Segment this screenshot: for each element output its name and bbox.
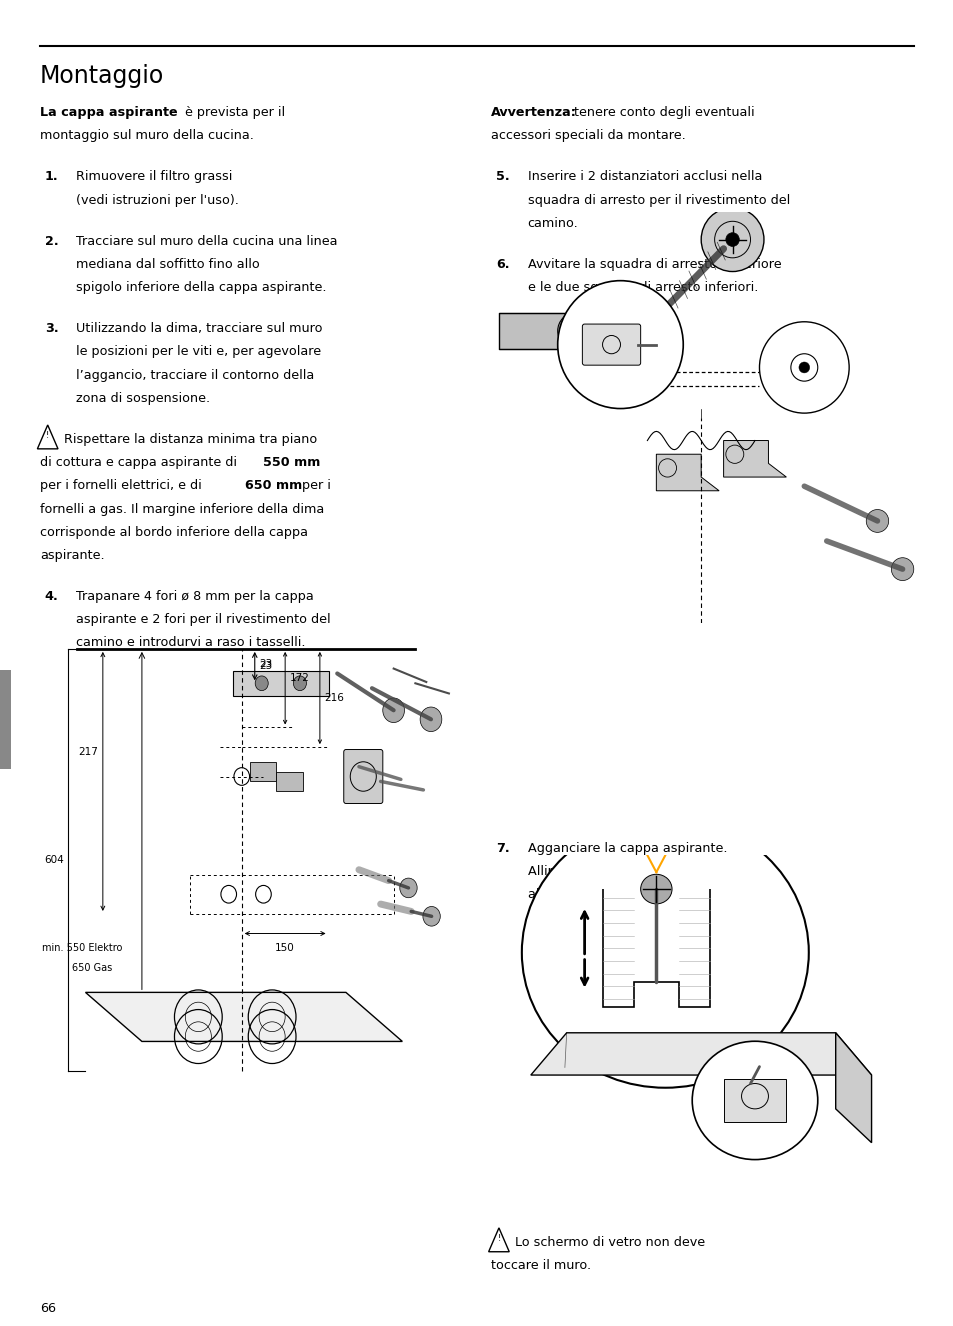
Text: camino.: camino. [527, 216, 578, 229]
Text: 172: 172 [289, 674, 309, 683]
Text: aspirante.: aspirante. [40, 549, 105, 562]
Text: 650 Gas: 650 Gas [72, 963, 112, 973]
Bar [0, 670, 11, 769]
Circle shape [640, 874, 671, 904]
Text: per i: per i [297, 479, 330, 492]
Circle shape [382, 697, 404, 723]
Polygon shape [86, 992, 402, 1041]
Text: l’aggancio, tracciare il contorno della: l’aggancio, tracciare il contorno della [76, 369, 314, 382]
Text: Lo schermo di vetro non deve: Lo schermo di vetro non deve [515, 1236, 704, 1249]
Text: camino e introdurvi a raso i tasselli.: camino e introdurvi a raso i tasselli. [76, 636, 306, 650]
Text: Utilizzando la dima, tracciare sul muro: Utilizzando la dima, tracciare sul muro [76, 322, 322, 335]
Circle shape [558, 281, 682, 408]
Circle shape [725, 232, 739, 247]
Text: (vedi istruzioni per l'uso).: (vedi istruzioni per l'uso). [76, 194, 239, 207]
Text: La cappa aspirante: La cappa aspirante [40, 106, 177, 119]
Circle shape [798, 362, 809, 373]
Text: squadra di arresto per il rivestimento del: squadra di arresto per il rivestimento d… [527, 194, 789, 207]
Text: Agganciare la cappa aspirante.: Agganciare la cappa aspirante. [527, 842, 726, 855]
Polygon shape [530, 1033, 871, 1075]
Text: Avvertenza:: Avvertenza: [491, 106, 577, 119]
Circle shape [759, 322, 848, 414]
Text: corrisponde al bordo inferiore della cappa: corrisponde al bordo inferiore della cap… [40, 525, 308, 538]
Polygon shape [656, 455, 719, 491]
Text: 2.: 2. [45, 235, 58, 248]
Text: mediana dal soffitto fino allo: mediana dal soffitto fino allo [76, 257, 260, 271]
Bar [250, 761, 276, 781]
Text: per i fornelli elettrici, e di: per i fornelli elettrici, e di [40, 479, 206, 492]
Circle shape [399, 878, 416, 898]
Text: e le due squadre di arresto inferiori.: e le due squadre di arresto inferiori. [527, 281, 757, 294]
Circle shape [692, 1041, 817, 1159]
Circle shape [890, 558, 913, 581]
Text: 650 mm: 650 mm [245, 479, 302, 492]
Text: 604: 604 [44, 855, 64, 865]
Text: 3.: 3. [45, 322, 58, 335]
Text: 23: 23 [259, 659, 272, 668]
Text: 5.: 5. [496, 170, 509, 183]
Text: Rimuovere il filtro grassi: Rimuovere il filtro grassi [76, 170, 233, 183]
Bar [233, 671, 328, 696]
Circle shape [865, 509, 888, 532]
Circle shape [422, 907, 440, 926]
Text: 1.: 1. [45, 170, 58, 183]
Text: 216: 216 [324, 693, 344, 703]
Circle shape [255, 676, 268, 691]
Text: 217: 217 [78, 747, 98, 757]
Text: di cottura e cappa aspirante di: di cottura e cappa aspirante di [40, 456, 241, 469]
Text: !: ! [46, 431, 50, 440]
Text: Trapanare 4 fori ø 8 mm per la cappa: Trapanare 4 fori ø 8 mm per la cappa [76, 590, 314, 603]
Text: le posizioni per le viti e, per agevolare: le posizioni per le viti e, per agevolar… [76, 345, 321, 358]
Circle shape [419, 707, 441, 732]
Text: Allinearla con le viti di regolazione in: Allinearla con le viti di regolazione in [527, 866, 763, 878]
Text: tenere conto degli eventuali: tenere conto degli eventuali [569, 106, 754, 119]
Text: accessori speciali da montare.: accessori speciali da montare. [491, 129, 685, 142]
FancyBboxPatch shape [343, 749, 382, 804]
Text: 150: 150 [275, 943, 294, 953]
Text: Inserire i 2 distanziatori acclusi nella: Inserire i 2 distanziatori acclusi nella [527, 170, 761, 183]
Text: min. 550 Elektro: min. 550 Elektro [42, 943, 122, 953]
Polygon shape [722, 440, 785, 477]
Bar [276, 772, 302, 792]
Text: !: ! [497, 1233, 500, 1242]
Text: spigolo inferiore della cappa aspirante.: spigolo inferiore della cappa aspirante. [76, 281, 327, 294]
Text: montaggio sul muro della cucina.: montaggio sul muro della cucina. [40, 129, 253, 142]
FancyBboxPatch shape [581, 324, 640, 365]
Text: 23: 23 [259, 662, 272, 671]
Bar [722, 1079, 785, 1122]
Text: Avvitare la squadra di arresto superiore: Avvitare la squadra di arresto superiore [527, 257, 781, 271]
Circle shape [700, 208, 763, 272]
Text: toccare il muro.: toccare il muro. [491, 1260, 591, 1272]
Text: 6.: 6. [496, 257, 509, 271]
Text: 7.: 7. [496, 842, 509, 855]
Polygon shape [499, 313, 575, 349]
Text: 550 mm: 550 mm [263, 456, 320, 469]
Circle shape [294, 676, 306, 691]
Circle shape [521, 817, 808, 1087]
Text: 4.: 4. [45, 590, 58, 603]
Text: è prevista per il: è prevista per il [181, 106, 285, 119]
Polygon shape [835, 1033, 871, 1143]
Text: Rispettare la distanza minima tra piano: Rispettare la distanza minima tra piano [64, 432, 316, 446]
Text: Montaggio: Montaggio [40, 64, 164, 88]
Text: 66: 66 [40, 1302, 56, 1315]
Text: Tracciare sul muro della cucina una linea: Tracciare sul muro della cucina una line… [76, 235, 337, 248]
Text: altezza ed in posizione orizzontale.: altezza ed in posizione orizzontale. [527, 888, 751, 902]
Circle shape [558, 313, 593, 349]
Text: aspirante e 2 fori per il rivestimento del: aspirante e 2 fori per il rivestimento d… [76, 613, 331, 626]
Text: fornelli a gas. Il margine inferiore della dima: fornelli a gas. Il margine inferiore del… [40, 503, 324, 516]
Text: zona di sospensione.: zona di sospensione. [76, 391, 211, 404]
